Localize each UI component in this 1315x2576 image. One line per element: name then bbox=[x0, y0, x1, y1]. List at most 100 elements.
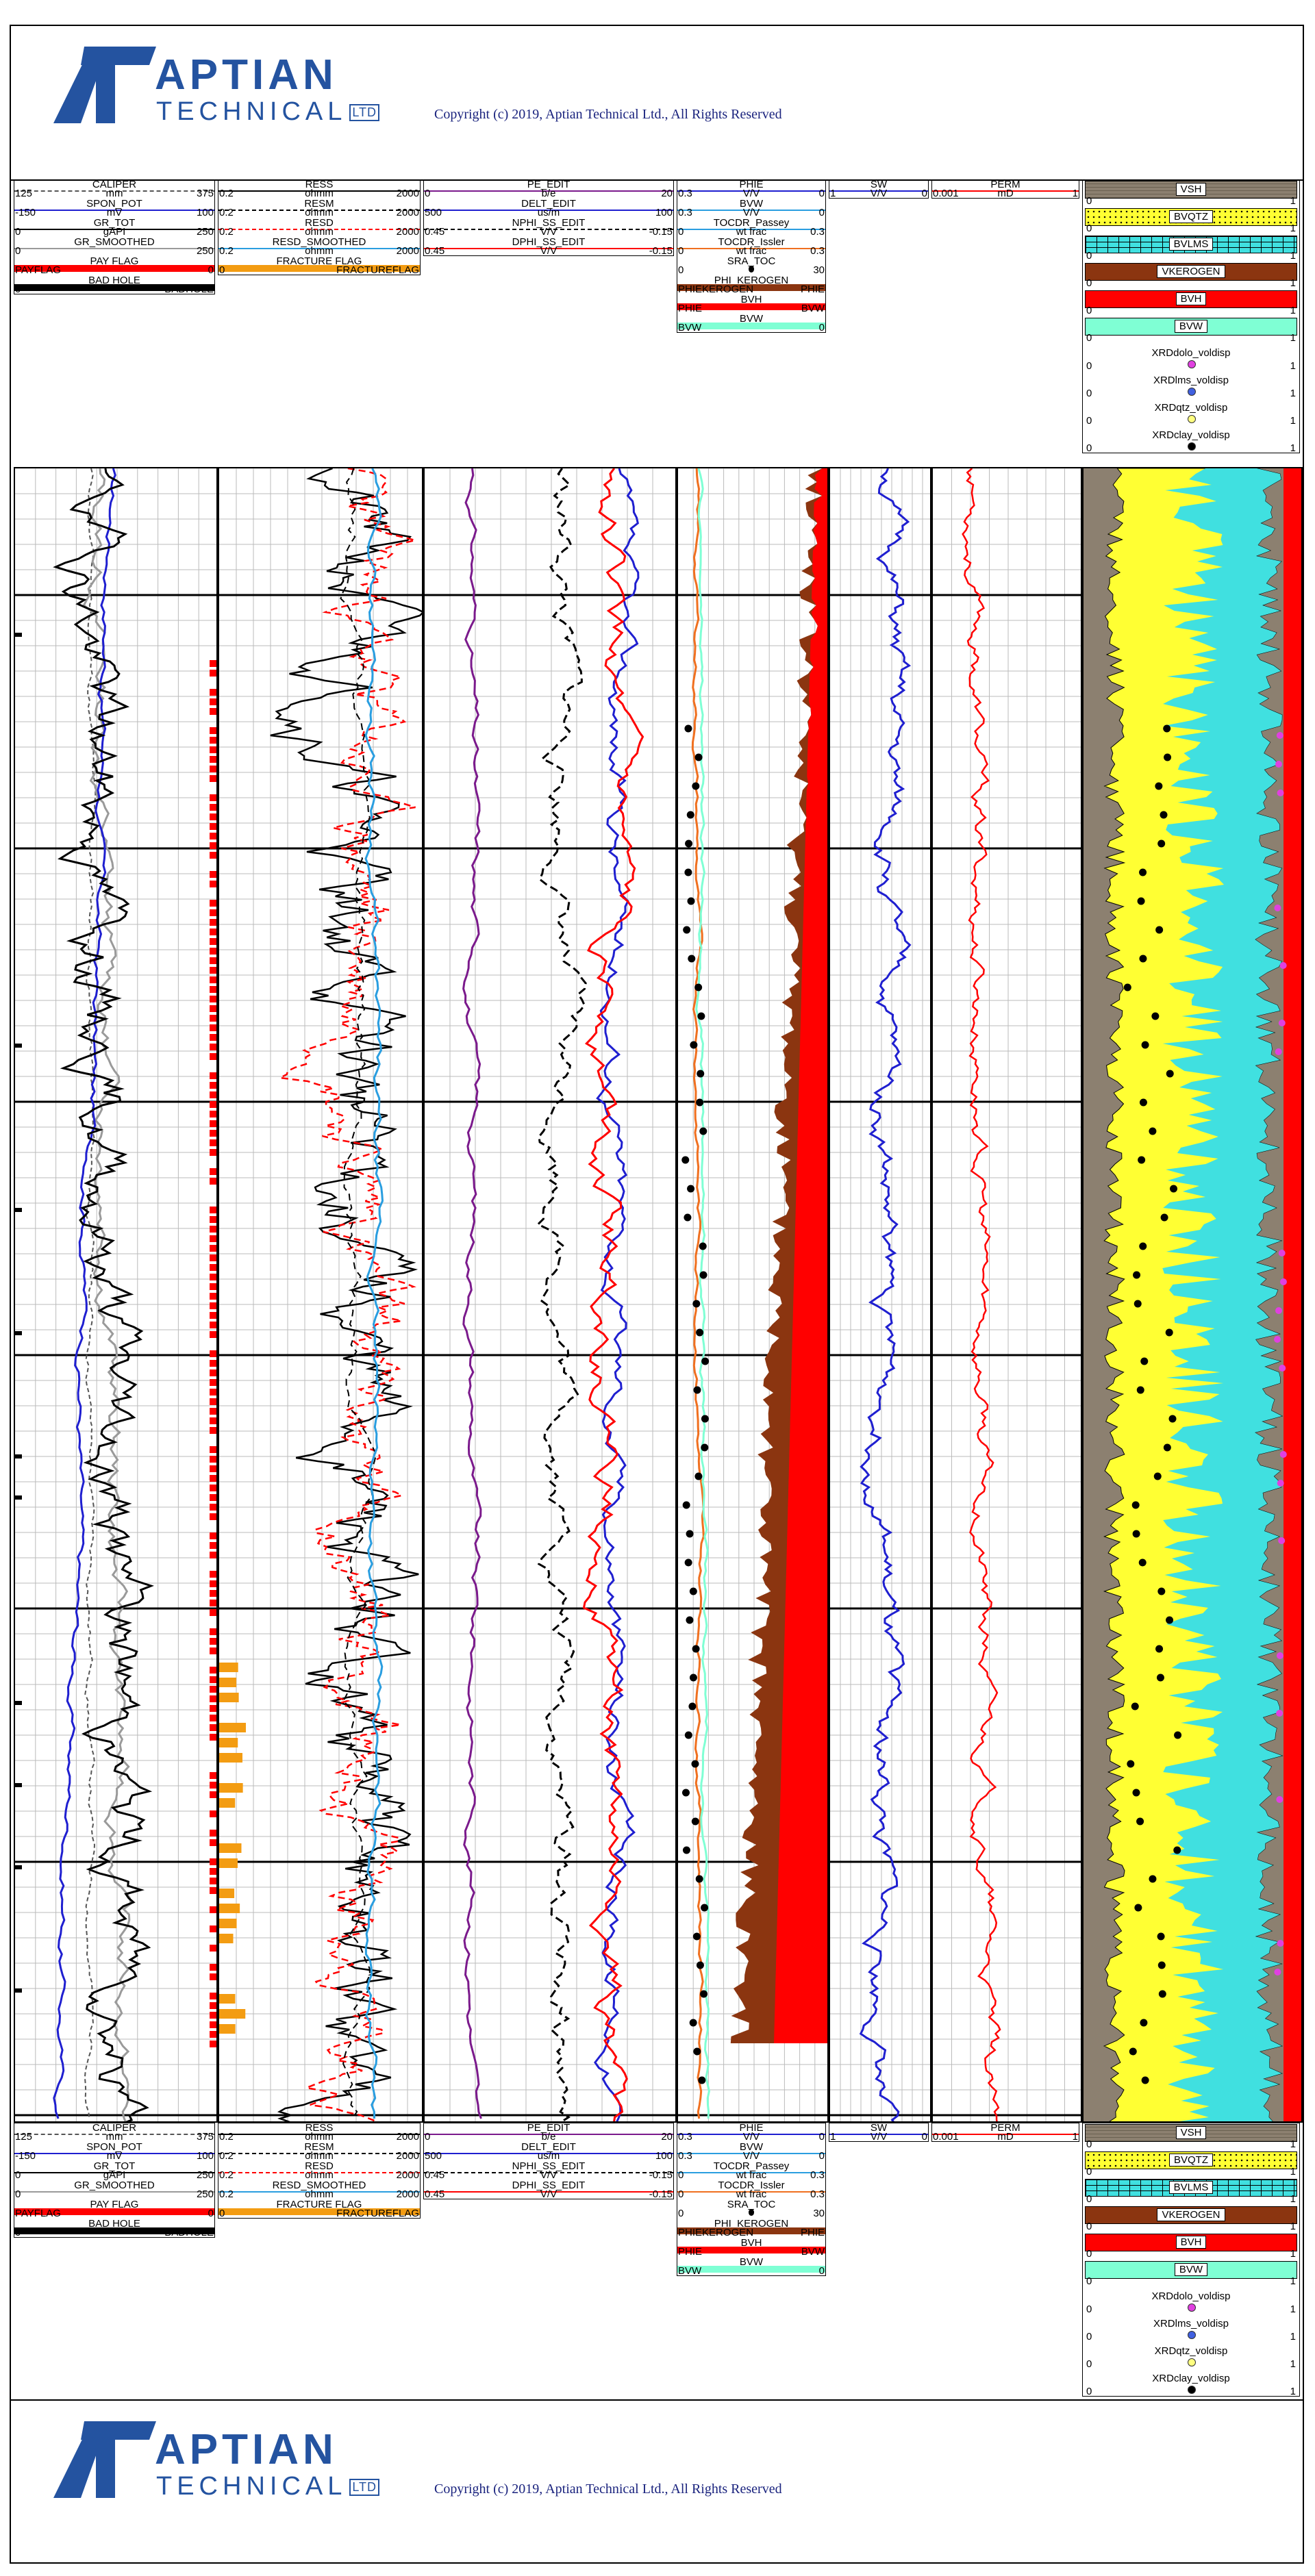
scale-unit: V/V bbox=[742, 207, 760, 218]
legend-nphi-ss-edit: NPHI_SS_EDIT 0.45 V/V -0.15 bbox=[423, 2161, 674, 2180]
scale-right: -0.15 bbox=[649, 2188, 673, 2200]
xrdclay-dot bbox=[1157, 839, 1166, 848]
scale-right: 0 bbox=[818, 2131, 825, 2143]
scale-unit: V/V bbox=[742, 188, 760, 199]
scale-right: 2000 bbox=[396, 188, 419, 199]
curve-name: RESS bbox=[305, 2122, 334, 2134]
scale-right: 1 bbox=[1290, 415, 1296, 427]
curve-bvw bbox=[695, 468, 710, 2119]
legend-dphi-ss-edit: DPHI_SS_EDIT 0.45 V/V -0.15 bbox=[423, 2180, 674, 2199]
curve-name: XRDlms_voldisp bbox=[1153, 375, 1229, 386]
xrdclay-dot bbox=[1170, 1185, 1178, 1193]
track-header-box bbox=[829, 179, 929, 199]
payflag-bar bbox=[210, 727, 216, 734]
scale-left: 0.3 bbox=[678, 207, 692, 218]
curve-line-swatch bbox=[14, 2191, 215, 2193]
sra-toc-dot bbox=[699, 1127, 707, 1135]
sra-toc-dot bbox=[687, 897, 695, 905]
payflag-bar bbox=[210, 938, 216, 945]
xrddolo-dot bbox=[1279, 962, 1287, 969]
legend-tocdr-passey: TOCDR_Passey 0 wt frac 0.3 bbox=[677, 2161, 826, 2180]
scale-right: 100 bbox=[196, 2150, 214, 2162]
curve-line-swatch bbox=[829, 190, 929, 192]
scale-left: 0 bbox=[15, 283, 21, 295]
scale-unit: V/V bbox=[870, 188, 888, 199]
fracture-bar bbox=[219, 1693, 239, 1702]
sra-toc-dot bbox=[693, 1386, 701, 1394]
track-3-plot bbox=[423, 467, 677, 2123]
scale-right: 0 bbox=[921, 2131, 927, 2143]
scale-unit: gAPI bbox=[103, 226, 126, 238]
scale-unit: ohmm bbox=[305, 2150, 334, 2162]
curve-name: BAD HOLE bbox=[53, 2219, 175, 2229]
track-header-box bbox=[931, 179, 1079, 199]
curve-name: GR_TOT bbox=[93, 2160, 136, 2172]
curve-spon-pot bbox=[53, 468, 116, 2119]
scale-left: 0 bbox=[1086, 415, 1092, 427]
curve-line-swatch bbox=[677, 2227, 826, 2234]
sra-toc-dot bbox=[699, 1242, 707, 1250]
sra-toc-dot bbox=[696, 1328, 704, 1337]
payflag-bar bbox=[210, 746, 216, 753]
curve-name: XRDclay_voldisp bbox=[1152, 2373, 1230, 2384]
xrd-legend-xrdqtz-voldisp: XRDqtz_voldisp 0 1 bbox=[1082, 2342, 1300, 2369]
curve-line-swatch bbox=[218, 2191, 421, 2193]
xrd-marker-dot bbox=[1188, 388, 1196, 396]
scale-left: PAYFLAG bbox=[15, 264, 61, 276]
curve-name: BVW bbox=[706, 314, 797, 324]
curve-line-swatch bbox=[14, 2172, 215, 2173]
track-1-svg bbox=[15, 468, 216, 2121]
scale-right: 1 bbox=[1290, 332, 1296, 344]
curve-name: NPHI_SS_EDIT bbox=[512, 217, 586, 229]
curve-name: PHI_KEROGEN bbox=[706, 2219, 797, 2229]
xrddolo-dot bbox=[1276, 732, 1283, 739]
scale-unit: ohmm bbox=[305, 2188, 334, 2200]
scale-unit: wt frac bbox=[736, 226, 767, 238]
legend-pay-flag: PAY FLAG PAYFLAG 0 bbox=[14, 256, 215, 275]
scale-left: 0.2 bbox=[219, 226, 234, 238]
curve-name: PHI_KEROGEN bbox=[706, 275, 797, 286]
aptian-logo-icon bbox=[53, 47, 156, 123]
curve-line-swatch bbox=[14, 210, 215, 211]
badhole-bar bbox=[15, 1044, 22, 1048]
track-7-plot bbox=[1082, 467, 1303, 2123]
scale-left: 0 bbox=[1086, 2248, 1092, 2260]
curve-line-swatch bbox=[677, 323, 826, 329]
scale-right: 100 bbox=[655, 207, 673, 218]
xrddolo-dot bbox=[1279, 1451, 1287, 1458]
aptian-logo-icon bbox=[53, 2421, 156, 2498]
curve-line-swatch bbox=[677, 229, 826, 230]
scale-left: PHIE bbox=[678, 2246, 703, 2258]
curve-tocdr-issler bbox=[691, 468, 705, 2119]
scale-right: 1 bbox=[1290, 2221, 1296, 2232]
xrddolo-dot bbox=[1276, 1710, 1283, 1717]
scale-right: 250 bbox=[196, 2188, 214, 2200]
xrdclay-dot bbox=[1123, 983, 1131, 992]
scale-right: 1 bbox=[1072, 2131, 1078, 2143]
scale-right: 1 bbox=[1290, 2386, 1296, 2397]
lith-name: BVQTZ bbox=[1082, 2154, 1300, 2167]
scale-right: 2000 bbox=[396, 226, 419, 238]
curve-line-swatch bbox=[423, 248, 674, 249]
payflag-bar bbox=[210, 1456, 216, 1463]
scale-right: -0.15 bbox=[649, 2169, 673, 2181]
legend-sw: SW 1 V/V 0 bbox=[829, 2123, 929, 2142]
legend-bvw: BVW 0.3 V/V 0 bbox=[677, 2142, 826, 2161]
payflag-bar bbox=[210, 986, 216, 993]
scale-right: 20 bbox=[661, 2131, 673, 2143]
payflag-bar bbox=[210, 2002, 216, 2009]
payflag-bar bbox=[210, 1379, 216, 1386]
sra-toc-dot bbox=[693, 2047, 701, 2056]
scale-right: BADHOLE bbox=[164, 283, 214, 295]
scale-right: 0 bbox=[818, 188, 825, 199]
payflag-bar bbox=[210, 1638, 216, 1645]
scale-left: 0.001 bbox=[933, 2131, 959, 2143]
xrdclay-dot bbox=[1158, 1990, 1166, 1998]
page-frame bbox=[10, 25, 1304, 2564]
payflag-bar bbox=[210, 1024, 216, 1031]
legend-gr-tot: GR_TOT 0 gAPI 250 bbox=[14, 2161, 215, 2180]
curve-line-swatch bbox=[677, 2266, 826, 2273]
xrddolo-dot bbox=[1274, 1969, 1281, 1975]
sra-toc-dot bbox=[682, 1501, 690, 1509]
scale-right: 1 bbox=[1290, 442, 1296, 454]
